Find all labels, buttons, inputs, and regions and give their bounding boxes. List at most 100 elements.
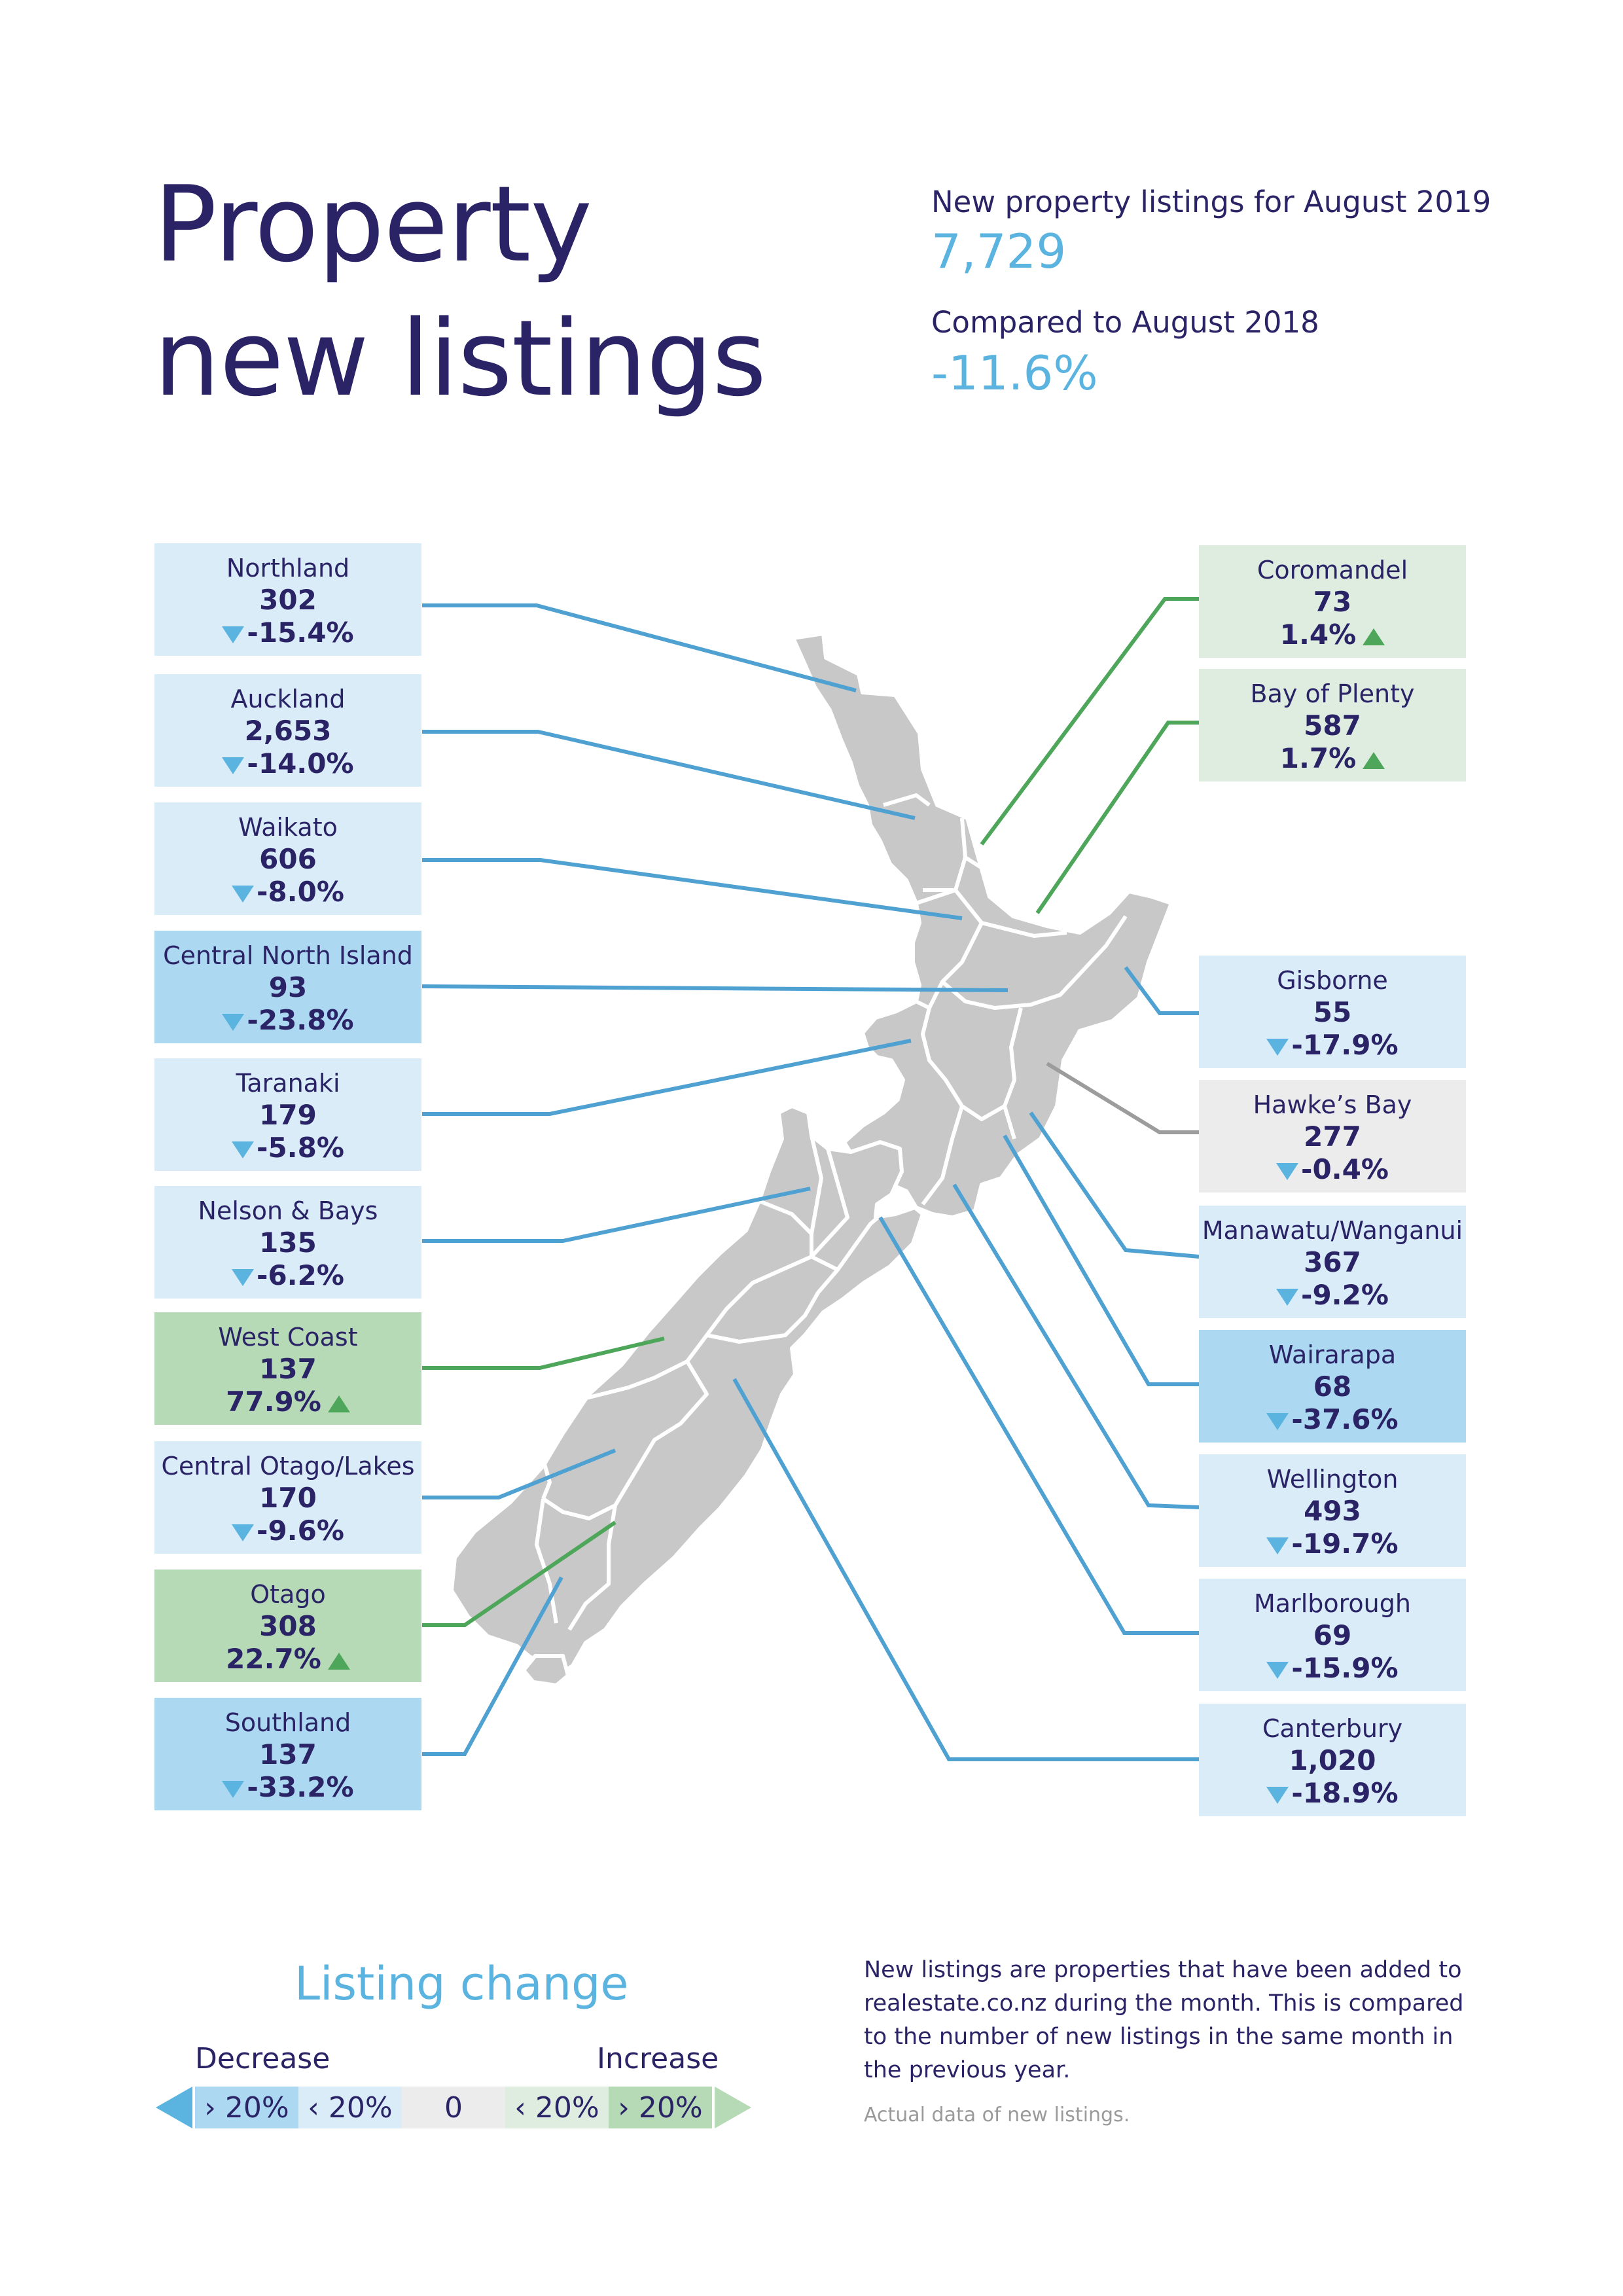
arrow-down-icon	[222, 626, 245, 643]
line-wairarapa	[1003, 1134, 1199, 1386]
region-change: 77.9%	[154, 1386, 421, 1418]
line-west-coast	[422, 1336, 665, 1370]
region-change-value: -17.9%	[1291, 1029, 1399, 1061]
region-change: -15.9%	[1199, 1652, 1466, 1685]
region-value: 493	[1304, 1495, 1361, 1527]
region-name: West Coast	[218, 1323, 358, 1352]
region-change-value: -14.0%	[247, 747, 354, 780]
arrow-down-icon	[1276, 1288, 1299, 1306]
title-line-1: Property	[154, 163, 592, 285]
region-change: -18.9%	[1199, 1777, 1466, 1810]
arrow-down-icon	[1266, 1537, 1289, 1554]
region-box-northland: Northland 302 -15.4%	[154, 543, 421, 656]
region-change-value: -33.2%	[247, 1771, 354, 1803]
region-name: Northland	[226, 554, 350, 583]
region-name: Taranaki	[236, 1069, 340, 1098]
region-box-gisborne: Gisborne 55 -17.9%	[1199, 956, 1466, 1068]
region-change: -19.7%	[1199, 1528, 1466, 1560]
region-value: 137	[259, 1353, 317, 1385]
region-change-value: -15.9%	[1291, 1652, 1399, 1684]
region-box-manawatu-wanganui: Manawatu/Wanganui 367 -9.2%	[1199, 1206, 1466, 1318]
region-value: 606	[259, 843, 317, 875]
line-canterbury	[732, 1378, 1199, 1761]
region-value: 69	[1313, 1619, 1352, 1651]
region-name: Coromandel	[1257, 556, 1408, 584]
line-manawatu	[1029, 1111, 1200, 1259]
region-change: -8.0%	[154, 876, 421, 908]
region-change-value: -8.0%	[257, 876, 344, 908]
arrow-down-icon	[232, 1524, 255, 1541]
line-wellington	[952, 1183, 1200, 1509]
stewart-island	[522, 1654, 570, 1687]
region-name: Central North Island	[163, 941, 413, 970]
south-island	[450, 1104, 925, 1687]
region-name: Marlborough	[1254, 1589, 1411, 1618]
region-change-value: -5.8%	[257, 1132, 344, 1164]
line-central-otago	[422, 1448, 616, 1499]
region-change-value: -9.6%	[257, 1515, 344, 1547]
arrow-down-icon	[1266, 1786, 1289, 1804]
legend-strong-increase: › 20%	[609, 2087, 712, 2128]
region-box-southland: Southland 137 -33.2%	[154, 1698, 421, 1810]
region-change: -15.4%	[154, 617, 421, 649]
region-name: Wairarapa	[1268, 1340, 1397, 1369]
region-box-bay-of-plenty: Bay of Plenty 587 1.7%	[1199, 669, 1466, 781]
compare-label: Compared to August 2018	[931, 305, 1319, 340]
region-name: Gisborne	[1277, 966, 1388, 995]
region-value: 308	[259, 1610, 317, 1642]
region-box-canterbury: Canterbury 1,020 -18.9%	[1199, 1704, 1466, 1816]
line-gisborne	[1124, 966, 1199, 1015]
line-bay-of-plenty	[1035, 721, 1199, 914]
region-value: 55	[1313, 996, 1352, 1028]
arrow-up-icon	[1363, 628, 1385, 645]
region-change: -5.8%	[154, 1132, 421, 1164]
region-change-value: -18.9%	[1291, 1777, 1399, 1809]
region-box-waikato: Waikato 606 -8.0%	[154, 802, 421, 915]
arrow-down-icon	[1276, 1162, 1299, 1180]
arrow-down-icon	[232, 1141, 255, 1158]
arrow-up-icon	[1363, 751, 1385, 769]
legend-title: Listing change	[294, 1957, 629, 2011]
region-change-value: -9.2%	[1301, 1279, 1389, 1311]
region-name: Southland	[224, 1708, 351, 1737]
legend-strong-decrease: › 20%	[195, 2087, 298, 2128]
region-name: Nelson & Bays	[198, 1196, 378, 1225]
region-box-otago: Otago 308 22.7%	[154, 1570, 421, 1682]
region-change-value: 77.9%	[226, 1386, 321, 1418]
region-value: 93	[268, 971, 308, 1003]
region-name: Canterbury	[1262, 1714, 1403, 1743]
region-value: 2,653	[244, 715, 332, 747]
region-name: Central Otago/Lakes	[161, 1452, 415, 1480]
region-change: -17.9%	[1199, 1029, 1466, 1062]
title-line-2: new listings	[154, 297, 766, 420]
region-change: -37.6%	[1199, 1403, 1466, 1436]
line-nelson	[422, 1187, 811, 1243]
legend-right-arrow-icon	[715, 2087, 751, 2128]
region-name: Auckland	[230, 685, 346, 713]
arrow-down-icon	[1266, 1661, 1289, 1679]
explanation-note: New listings are properties that have be…	[864, 1957, 1464, 2083]
region-value: 587	[1304, 709, 1361, 742]
region-box-nelson-bays: Nelson & Bays 135 -6.2%	[154, 1186, 421, 1299]
region-box-central-north-island: Central North Island 93 -23.8%	[154, 931, 421, 1043]
region-name: Manawatu/Wanganui	[1202, 1216, 1463, 1245]
region-value: 73	[1313, 586, 1352, 618]
footnote: Actual data of new listings.	[864, 2104, 1130, 2126]
region-value: 302	[259, 584, 317, 616]
region-change: -14.0%	[154, 747, 421, 780]
arrow-down-icon	[1266, 1412, 1289, 1430]
region-change-value: -19.7%	[1291, 1528, 1399, 1560]
leader-lines	[421, 597, 1200, 1761]
region-box-central-otago-lakes: Central Otago/Lakes 170 -9.6%	[154, 1441, 421, 1554]
legend-decrease-label: Decrease	[195, 2042, 330, 2075]
region-value: 1,020	[1289, 1744, 1376, 1776]
region-change: -0.4%	[1199, 1153, 1466, 1186]
region-change: 1.7%	[1199, 742, 1466, 775]
line-marlborough	[878, 1216, 1199, 1635]
line-northland	[422, 603, 857, 692]
region-name: Bay of Plenty	[1250, 679, 1415, 708]
region-change-value: 1.4%	[1279, 619, 1357, 651]
arrow-down-icon	[222, 757, 245, 774]
arrow-down-icon	[1266, 1038, 1289, 1056]
region-box-marlborough: Marlborough 69 -15.9%	[1199, 1579, 1466, 1691]
